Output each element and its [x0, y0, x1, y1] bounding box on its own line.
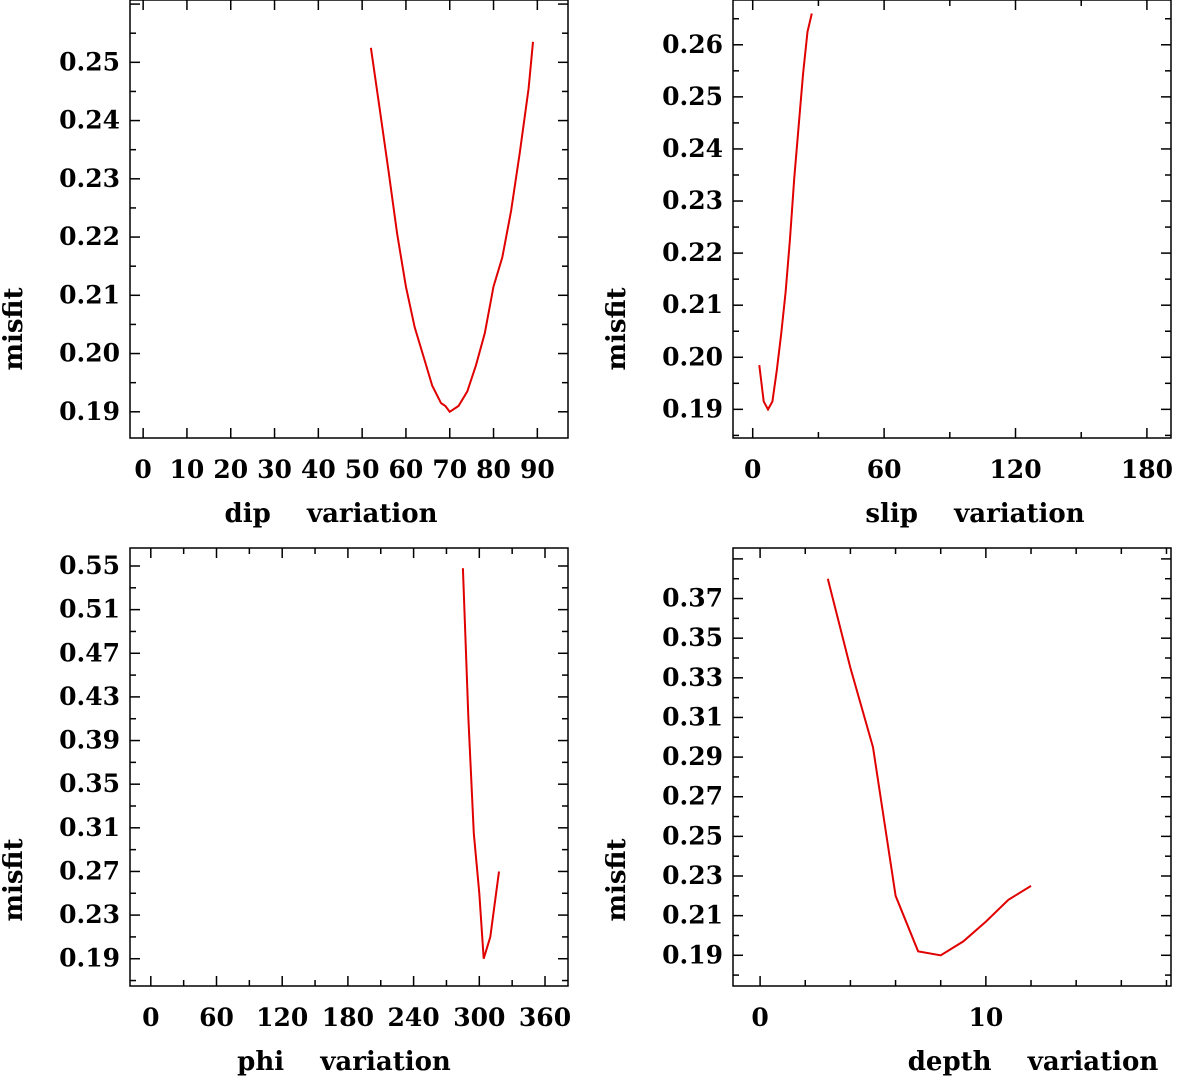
- y-tick-label: 0.37: [662, 584, 723, 613]
- y-axis-label: misfit: [0, 288, 29, 371]
- y-tick-label: 0.19: [662, 394, 723, 423]
- x-ticks: 0 60 120 180: [744, 0, 1173, 484]
- y-ticks: 0.19 0.20 0.21 0.22 0.23 0.24 0.25: [59, 3, 568, 426]
- y-tick-label: 0.26: [662, 30, 723, 59]
- x-tick-label: 80: [476, 455, 511, 484]
- x-tick-label: 70: [432, 455, 467, 484]
- y-tick-label: 0.47: [59, 638, 120, 667]
- phi-panel: 0.19 0.23 0.27 0.31 0.35 0.39 0.43 0.47 0.51 0.55…: [0, 547, 571, 1076]
- y-tick-label: 0.19: [662, 940, 723, 969]
- x-tick-label: 300: [453, 1003, 505, 1032]
- x-tick-label: 0: [744, 455, 761, 484]
- x-tick-label: 120: [256, 1003, 308, 1032]
- y-tick-label: 0.51: [59, 595, 120, 624]
- y-tick-label: 0.25: [662, 821, 723, 850]
- y-axis-label: misfit: [0, 839, 29, 922]
- y-tick-label: 0.22: [662, 238, 723, 267]
- x-ticks: 0 60 120 180 240 300 360: [142, 548, 571, 1032]
- x-tick-label: 240: [388, 1003, 440, 1032]
- y-tick-label: 0.25: [662, 82, 723, 111]
- x-tick-label: 50: [345, 455, 380, 484]
- x-tick-label: 360: [519, 1003, 571, 1032]
- x-tick-label: 0: [134, 455, 151, 484]
- y-tick-label: 0.31: [662, 702, 723, 731]
- x-tick-label: 60: [389, 455, 424, 484]
- x-tick-label: 10: [968, 1003, 1003, 1032]
- plot-frame: [129, 0, 569, 439]
- y-tick-label: 0.20: [662, 342, 723, 371]
- y-tick-label: 0.22: [59, 222, 120, 251]
- y-tick-label: 0.25: [59, 47, 120, 76]
- x-tick-label: 20: [213, 455, 248, 484]
- y-tick-label: 0.19: [59, 944, 120, 973]
- y-tick-label: 0.19: [59, 397, 120, 426]
- y-tick-label: 0.23: [59, 164, 120, 193]
- y-tick-label: 0.23: [662, 186, 723, 215]
- x-tick-label: 40: [301, 455, 336, 484]
- y-tick-label: 0.39: [59, 726, 120, 755]
- depth-misfit-line: [826, 578, 1032, 957]
- y-tick-label: 0.55: [59, 551, 120, 580]
- y-axis-label: misfit: [602, 839, 632, 922]
- x-axis-label: slip variation: [865, 499, 1084, 529]
- x-tick-label: 90: [520, 455, 555, 484]
- plot-frame: [732, 0, 1172, 439]
- y-tick-label: 0.21: [662, 901, 723, 930]
- x-tick-label: 30: [257, 455, 292, 484]
- y-tick-label: 0.23: [59, 900, 120, 929]
- y-tick-label: 0.27: [59, 856, 120, 885]
- y-tick-label: 0.35: [59, 769, 120, 798]
- plot-frame: [732, 547, 1172, 987]
- y-tick-label: 0.23: [662, 861, 723, 890]
- x-tick-label: 60: [867, 455, 902, 484]
- y-ticks: 0.19 0.23 0.27 0.31 0.35 0.39 0.43 0.47 0.51 0.55: [59, 551, 568, 982]
- x-tick-label: 0: [142, 1003, 159, 1032]
- y-tick-label: 0.29: [662, 742, 723, 771]
- y-ticks: 0.19 0.20 0.21 0.22 0.23 0.24 0.25 0.26: [662, 17, 1171, 437]
- x-ticks: 0 10: [751, 548, 1168, 1032]
- y-tick-label: 0.24: [662, 134, 723, 163]
- dip-misfit-line: [369, 41, 534, 414]
- y-tick-label: 0.21: [662, 290, 723, 319]
- y-axis-label: misfit: [602, 288, 632, 371]
- depth-panel: 0.19 0.21 0.23 0.25 0.27 0.29 0.31 0.33 0.35 0.37…: [602, 547, 1172, 1076]
- x-tick-label: 120: [989, 455, 1041, 484]
- y-tick-label: 0.33: [662, 663, 723, 692]
- x-tick-label: 180: [322, 1003, 374, 1032]
- x-tick-label: 180: [1121, 455, 1173, 484]
- plot-frame: [129, 547, 569, 987]
- y-tick-label: 0.24: [59, 106, 120, 135]
- y-tick-label: 0.20: [59, 339, 120, 368]
- y-tick-label: 0.31: [59, 813, 120, 842]
- x-tick-label: 0: [751, 1003, 768, 1032]
- y-tick-label: 0.21: [59, 280, 120, 309]
- x-axis-label: dip variation: [225, 499, 438, 529]
- phi-misfit-line: [461, 568, 500, 959]
- dip-panel: 0.19 0.20 0.21 0.22 0.23 0.24 0.25 0 10 20 30 40 50…: [0, 0, 569, 529]
- slip-panel: 0.19 0.20 0.21 0.22 0.23 0.24 0.25 0.26 0 60 120 1…: [602, 0, 1173, 529]
- x-ticks: 0 10 20 30 40 50 60 70 80 90: [134, 0, 555, 484]
- y-tick-label: 0.27: [662, 782, 723, 811]
- x-tick-label: 60: [199, 1003, 234, 1032]
- x-tick-label: 10: [170, 455, 205, 484]
- y-tick-label: 0.35: [662, 623, 723, 652]
- slip-misfit-line: [758, 13, 813, 412]
- x-axis-label: phi variation: [237, 1047, 451, 1076]
- y-tick-label: 0.43: [59, 682, 120, 711]
- y-ticks: 0.19 0.21 0.23 0.25 0.27 0.29 0.31 0.33 0.35 0.37: [662, 558, 1171, 976]
- x-axis-label: depth variation: [908, 1047, 1159, 1076]
